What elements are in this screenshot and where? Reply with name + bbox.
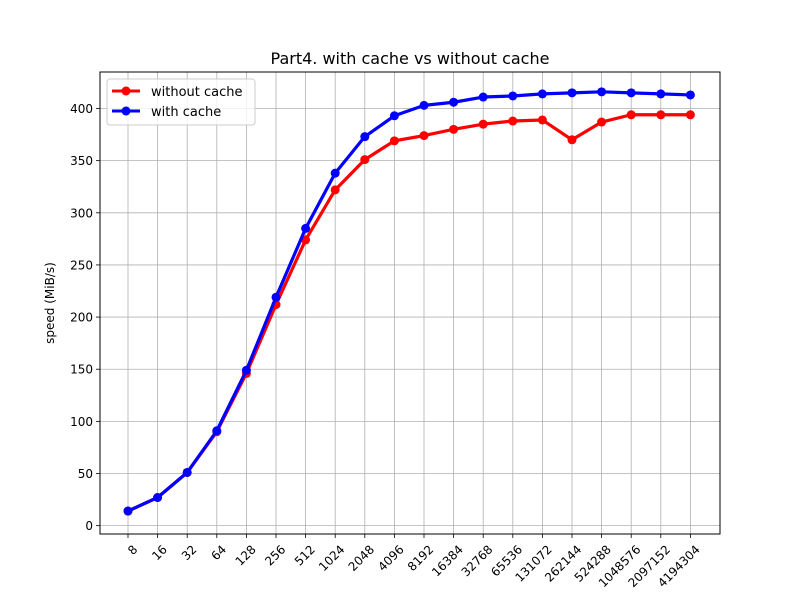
- data-point-with-cache: [330, 168, 340, 178]
- series-line-with-cache: [126, 90, 693, 513]
- data-point-with-cache: [449, 97, 459, 107]
- data-point-without-cache: [626, 110, 636, 120]
- data-point-with-cache: [389, 111, 399, 121]
- data-point-without-cache: [537, 115, 547, 125]
- legend-label-with-cache: with cache: [151, 105, 221, 120]
- y-tick-label: 350: [70, 154, 93, 168]
- data-point-with-cache: [123, 506, 133, 516]
- y-tick-label: 200: [70, 311, 93, 325]
- data-point-with-cache: [182, 467, 192, 477]
- chart-title: Part4. with cache vs without cache: [271, 49, 550, 68]
- data-point-without-cache: [330, 185, 340, 195]
- y-tick-label: 250: [70, 258, 93, 272]
- data-point-without-cache: [419, 131, 429, 141]
- data-point-with-cache: [656, 89, 666, 99]
- data-point-with-cache: [597, 87, 607, 97]
- y-tick-label: 50: [78, 467, 93, 481]
- data-point-without-cache: [685, 110, 695, 120]
- series-layer: [123, 87, 695, 516]
- legend-box: [106, 78, 256, 126]
- legend-label-without-cache: without cache: [151, 85, 243, 100]
- data-point-without-cache: [360, 155, 370, 165]
- grid: [100, 72, 720, 534]
- data-point-with-cache: [271, 292, 281, 302]
- legend-entry-with-cache: with cache: [112, 105, 221, 120]
- data-point-with-cache: [241, 365, 251, 375]
- y-axis-label: speed (MiB/s): [43, 262, 57, 344]
- legend-marker-with-cache: [121, 106, 131, 116]
- data-point-without-cache: [449, 124, 459, 134]
- data-point-without-cache: [389, 136, 399, 146]
- y-tick-label: 400: [70, 102, 93, 116]
- data-point-without-cache: [478, 119, 488, 129]
- data-point-without-cache: [597, 117, 607, 127]
- y-tick-label: 100: [70, 415, 93, 429]
- data-point-with-cache: [567, 88, 577, 98]
- data-point-with-cache: [153, 492, 163, 502]
- data-point-with-cache: [419, 100, 429, 110]
- data-point-with-cache: [360, 132, 370, 142]
- data-point-with-cache: [212, 426, 222, 436]
- y-tick-label: 300: [70, 206, 93, 220]
- data-point-with-cache: [478, 92, 488, 102]
- data-point-without-cache: [656, 110, 666, 120]
- y-tick-label: 150: [70, 363, 93, 377]
- y-tick-label: 0: [85, 519, 93, 533]
- legend-marker-without-cache: [121, 86, 131, 96]
- data-point-without-cache: [567, 135, 577, 145]
- legend: without cache with cache: [106, 78, 256, 126]
- axes-frame: [99, 71, 721, 535]
- data-point-with-cache: [537, 89, 547, 99]
- data-point-with-cache: [508, 91, 518, 101]
- data-point-with-cache: [685, 90, 695, 100]
- data-point-with-cache: [626, 88, 636, 98]
- legend-entry-without-cache: without cache: [112, 85, 243, 100]
- data-point-with-cache: [301, 223, 311, 233]
- data-point-without-cache: [508, 116, 518, 126]
